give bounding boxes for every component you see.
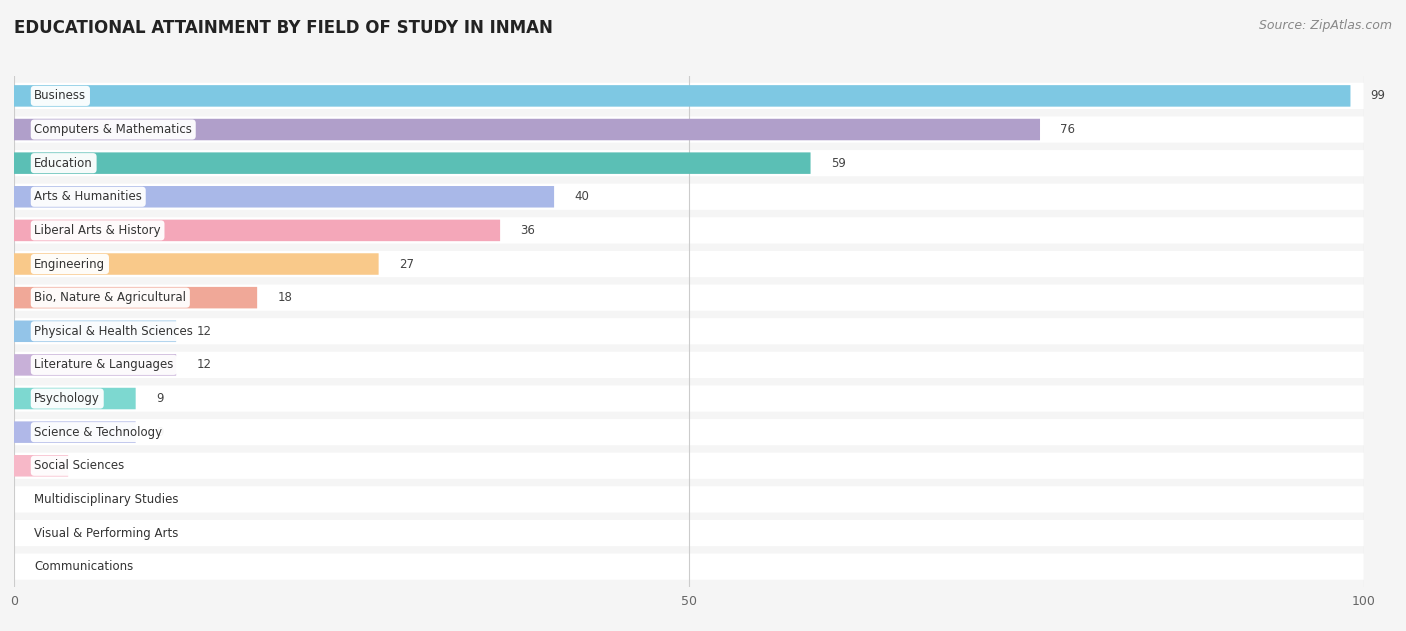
Text: 9: 9 (156, 392, 163, 405)
FancyBboxPatch shape (14, 352, 1364, 378)
Text: Computers & Mathematics: Computers & Mathematics (34, 123, 193, 136)
FancyBboxPatch shape (14, 85, 1350, 107)
Text: 27: 27 (399, 257, 413, 271)
Text: Business: Business (34, 90, 86, 102)
FancyBboxPatch shape (14, 452, 1364, 479)
FancyBboxPatch shape (14, 184, 1364, 210)
Text: 0: 0 (34, 526, 42, 540)
Text: Science & Technology: Science & Technology (34, 426, 163, 439)
Text: 9: 9 (156, 426, 163, 439)
FancyBboxPatch shape (14, 553, 1364, 580)
FancyBboxPatch shape (14, 119, 1040, 140)
Text: 0: 0 (34, 493, 42, 506)
FancyBboxPatch shape (14, 455, 67, 476)
Text: Physical & Health Sciences: Physical & Health Sciences (34, 325, 193, 338)
Text: 0: 0 (34, 560, 42, 573)
Text: 99: 99 (1371, 90, 1385, 102)
Text: Visual & Performing Arts: Visual & Performing Arts (34, 526, 179, 540)
FancyBboxPatch shape (14, 116, 1364, 143)
FancyBboxPatch shape (14, 520, 1364, 546)
FancyBboxPatch shape (14, 217, 1364, 244)
Text: 18: 18 (277, 291, 292, 304)
FancyBboxPatch shape (14, 354, 176, 375)
FancyBboxPatch shape (14, 285, 1364, 310)
Text: Source: ZipAtlas.com: Source: ZipAtlas.com (1258, 19, 1392, 32)
Text: Social Sciences: Social Sciences (34, 459, 125, 472)
Text: 12: 12 (197, 325, 211, 338)
Text: 40: 40 (574, 191, 589, 203)
Text: Education: Education (34, 156, 93, 170)
FancyBboxPatch shape (14, 153, 810, 174)
Text: EDUCATIONAL ATTAINMENT BY FIELD OF STUDY IN INMAN: EDUCATIONAL ATTAINMENT BY FIELD OF STUDY… (14, 19, 553, 37)
Text: Bio, Nature & Agricultural: Bio, Nature & Agricultural (34, 291, 187, 304)
Text: Literature & Languages: Literature & Languages (34, 358, 174, 372)
FancyBboxPatch shape (14, 386, 1364, 411)
Text: Communications: Communications (34, 560, 134, 573)
FancyBboxPatch shape (14, 321, 176, 342)
Text: 12: 12 (197, 358, 211, 372)
Text: Engineering: Engineering (34, 257, 105, 271)
FancyBboxPatch shape (14, 388, 135, 410)
FancyBboxPatch shape (14, 220, 501, 241)
Text: 36: 36 (520, 224, 536, 237)
FancyBboxPatch shape (14, 83, 1364, 109)
FancyBboxPatch shape (14, 487, 1364, 512)
FancyBboxPatch shape (14, 253, 378, 274)
FancyBboxPatch shape (14, 419, 1364, 445)
FancyBboxPatch shape (14, 422, 135, 443)
Text: Psychology: Psychology (34, 392, 100, 405)
FancyBboxPatch shape (14, 186, 554, 208)
FancyBboxPatch shape (14, 318, 1364, 345)
Text: 4: 4 (89, 459, 96, 472)
Text: Multidisciplinary Studies: Multidisciplinary Studies (34, 493, 179, 506)
Text: 59: 59 (831, 156, 845, 170)
Text: Arts & Humanities: Arts & Humanities (34, 191, 142, 203)
Text: 76: 76 (1060, 123, 1076, 136)
Text: Liberal Arts & History: Liberal Arts & History (34, 224, 160, 237)
FancyBboxPatch shape (14, 251, 1364, 277)
FancyBboxPatch shape (14, 150, 1364, 176)
FancyBboxPatch shape (14, 287, 257, 309)
